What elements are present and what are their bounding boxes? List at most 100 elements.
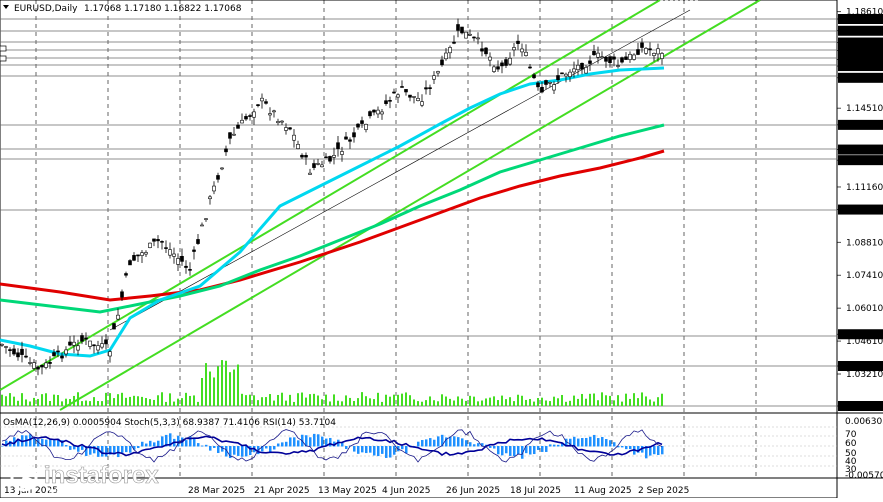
price-level-badge bbox=[838, 401, 883, 411]
candle-body bbox=[208, 196, 212, 200]
candle-body bbox=[624, 56, 628, 60]
volume-bar bbox=[441, 394, 443, 406]
date-axis: 13 Jan 2025 28 Mar 2025 21 Apr 2025 13 May … bbox=[4, 486, 689, 496]
volume-bar bbox=[625, 393, 627, 406]
osma-bar bbox=[17, 440, 20, 447]
osma-bar bbox=[353, 446, 356, 452]
volume-bar bbox=[321, 399, 323, 406]
candle-body bbox=[604, 56, 608, 62]
osma-bar bbox=[509, 446, 512, 456]
candle-body bbox=[528, 66, 532, 69]
volume-bar bbox=[445, 396, 447, 406]
symbol-label: EURUSD,Daily bbox=[14, 4, 78, 14]
price-tick-label: 1.14510 bbox=[846, 104, 883, 114]
candle-body bbox=[632, 54, 636, 60]
osma-bar bbox=[525, 446, 528, 454]
price-level-badge bbox=[838, 25, 883, 36]
volume-bar bbox=[373, 399, 375, 406]
volume-bar bbox=[149, 399, 151, 406]
candle-body bbox=[564, 73, 568, 77]
candle-body bbox=[636, 49, 640, 55]
candles bbox=[0, 18, 664, 376]
candle-body bbox=[368, 111, 372, 117]
date-tick-label: 28 Mar 2025 bbox=[188, 486, 245, 496]
volume-bar bbox=[125, 397, 127, 406]
osma-bar bbox=[617, 446, 620, 448]
volume-bar bbox=[489, 397, 491, 406]
candle-body bbox=[88, 340, 92, 347]
osma-bar bbox=[241, 446, 244, 457]
osma-bar bbox=[493, 446, 496, 449]
candle-body bbox=[476, 37, 480, 40]
volume-bar bbox=[245, 395, 247, 406]
candle-body bbox=[460, 26, 464, 34]
volume-bar bbox=[85, 400, 87, 406]
osma-bar bbox=[285, 441, 288, 447]
volume-bar bbox=[621, 401, 623, 406]
candle-body bbox=[456, 24, 460, 31]
osma-bar bbox=[205, 444, 208, 447]
volume-bar bbox=[177, 398, 179, 406]
osma-bar bbox=[501, 446, 504, 456]
candle-body bbox=[404, 89, 408, 93]
candle-body bbox=[4, 346, 8, 348]
candle-body bbox=[316, 163, 320, 165]
volume-bar bbox=[97, 400, 99, 406]
osma-bar bbox=[109, 446, 112, 455]
osma-bar bbox=[81, 446, 84, 450]
volume-bar bbox=[513, 401, 515, 406]
volume-bar bbox=[577, 398, 579, 406]
price-tick-label: 1.11160 bbox=[846, 183, 883, 193]
osma-bar bbox=[229, 446, 232, 459]
stoch-line bbox=[1, 429, 663, 463]
osma-bar bbox=[553, 444, 556, 447]
volume-bar bbox=[653, 401, 655, 406]
volume-bar bbox=[641, 392, 643, 406]
osma-bar bbox=[105, 446, 108, 457]
volume-bar bbox=[121, 392, 123, 406]
osma-bar bbox=[129, 446, 132, 453]
osma-bar bbox=[537, 446, 540, 450]
candle-body bbox=[592, 51, 596, 56]
osma-bar bbox=[341, 442, 344, 447]
volume-bar bbox=[181, 398, 183, 406]
candle-body bbox=[372, 109, 376, 113]
volume-bar bbox=[281, 392, 283, 406]
candle-body bbox=[24, 355, 28, 358]
osma-bar bbox=[461, 438, 464, 447]
volume-bar bbox=[461, 398, 463, 406]
dropdown-triangle-icon[interactable] bbox=[3, 5, 9, 9]
candle-body bbox=[352, 132, 356, 138]
volume-bar bbox=[305, 397, 307, 406]
candle-body bbox=[12, 348, 16, 355]
volume-bar bbox=[229, 372, 231, 406]
date-tick-label: 13 May 2025 bbox=[318, 486, 377, 496]
candle-body bbox=[44, 362, 48, 368]
price-level-badge bbox=[838, 361, 883, 372]
candle-body bbox=[204, 218, 208, 220]
osma-bar bbox=[621, 446, 624, 448]
osma-bar bbox=[429, 438, 432, 447]
candle-body bbox=[160, 241, 164, 243]
candle-body bbox=[484, 47, 488, 55]
candle-body bbox=[304, 155, 308, 158]
price-tick-label: 1.12300 bbox=[846, 156, 883, 166]
volume-bar bbox=[397, 394, 399, 406]
osma-bar bbox=[601, 436, 604, 447]
date-tick-label: 21 Apr 2025 bbox=[254, 486, 310, 496]
candle-body bbox=[324, 156, 328, 159]
candle-body bbox=[136, 254, 140, 257]
osma-bar bbox=[137, 446, 140, 449]
osma-bar bbox=[385, 446, 388, 458]
candle-body bbox=[148, 242, 152, 248]
volume-bar bbox=[317, 395, 319, 406]
candle-body bbox=[532, 74, 536, 79]
volume-bar bbox=[613, 400, 615, 406]
osma-bar bbox=[85, 446, 88, 457]
candle-body bbox=[64, 349, 68, 355]
brand-tagline: Instant Forex Trading bbox=[46, 486, 141, 497]
candle-body bbox=[620, 57, 624, 63]
candle-body bbox=[240, 119, 244, 124]
candle-body bbox=[508, 57, 512, 65]
